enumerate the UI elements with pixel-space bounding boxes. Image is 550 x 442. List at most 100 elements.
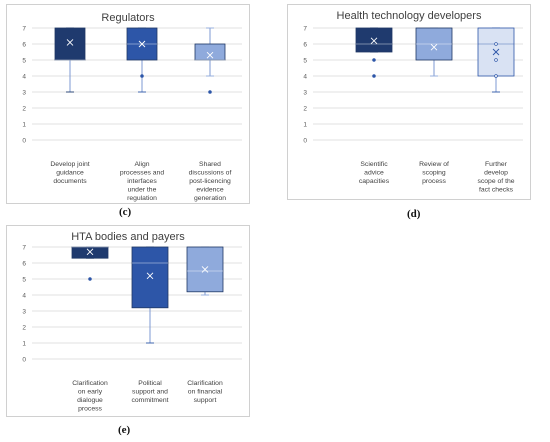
y-tick-label: 4 xyxy=(22,74,26,81)
chart-hta-bodies-and-payers: HTA bodies and payers 0 1 2 3 4 5 6 7 Clarificati… xyxy=(6,225,250,417)
y-tick-label: 6 xyxy=(303,42,307,49)
mean-marker xyxy=(370,37,378,45)
y-tick-label: 3 xyxy=(22,90,26,97)
outlier-point xyxy=(494,74,498,78)
category-label-line: fact checks xyxy=(479,187,514,194)
mean-marker xyxy=(146,272,154,280)
box xyxy=(131,246,169,309)
y-tick-label: 5 xyxy=(22,58,26,65)
chart-title: Health technology developers xyxy=(337,10,482,22)
category-label-line: support xyxy=(194,397,217,404)
category-label-line: Develop joint xyxy=(50,161,89,168)
category-label-line: under the xyxy=(128,187,157,194)
y-tick-label: 1 xyxy=(303,122,307,129)
category-label-line: Clarification xyxy=(187,380,223,387)
category-label-line: Review of xyxy=(419,161,449,168)
y-tick-label: 1 xyxy=(22,122,26,129)
category-label-line: capacities xyxy=(359,178,390,185)
category-label-line: scoping xyxy=(422,170,446,177)
y-tick-label: 4 xyxy=(303,74,307,81)
chart-title: Regulators xyxy=(101,12,155,24)
category-label-line: on financial xyxy=(188,389,223,396)
outlier-point xyxy=(140,74,144,78)
category-label: Shared discussions of post-licencing eviden… xyxy=(189,161,232,202)
panel-label-e: (e) xyxy=(118,424,131,436)
chart-panel-hta-bodies-and-payers: HTA bodies and payers 0 1 2 3 4 5 6 7 Clarificati… xyxy=(6,225,250,417)
category-label-line: processes and xyxy=(120,170,164,177)
category-label-line: Shared xyxy=(199,161,221,168)
y-tick-label: 3 xyxy=(303,90,307,97)
mean-marker xyxy=(201,266,209,273)
mean-marker xyxy=(430,43,438,51)
category-label-line: scope of the xyxy=(477,178,514,185)
outlier-point xyxy=(494,42,498,46)
y-tick-label: 3 xyxy=(22,309,26,316)
category-label-line: regulation xyxy=(127,195,157,202)
category-label: Review of scoping process xyxy=(419,161,449,185)
panel-label-c: (c) xyxy=(119,206,132,218)
category-label-line: process xyxy=(422,178,446,185)
category-label-line: commitment xyxy=(131,397,168,404)
y-tick-label: 2 xyxy=(22,106,26,113)
chart-panel-regulators: Regulators 0 1 2 3 4 5 6 7 Develop joint guidance d… xyxy=(6,4,250,204)
panel-label-d: (d) xyxy=(407,208,421,220)
y-tick-label: 5 xyxy=(303,58,307,65)
category-label-line: evidence xyxy=(196,187,223,194)
box xyxy=(194,43,226,61)
y-tick-label: 7 xyxy=(22,245,26,252)
category-label-line: Scientific xyxy=(360,161,388,168)
y-tick-label: 6 xyxy=(22,42,26,49)
category-label-line: dialogue xyxy=(77,397,103,404)
category-label-line: guidance xyxy=(56,170,84,177)
box xyxy=(54,27,86,61)
category-label-line: on early xyxy=(78,389,103,396)
chart-health-technology-developers: Health technology developers 0 1 2 3 4 5 6 7 Scie… xyxy=(287,4,531,200)
mean-marker xyxy=(206,51,214,59)
category-label-line: post-licencing xyxy=(189,178,231,185)
category-label-line: discussions of xyxy=(189,170,232,177)
category-label-line: Clarification xyxy=(72,380,108,387)
category-label-line: generation xyxy=(194,195,226,202)
category-label: Further develop scope of the fact checks xyxy=(477,161,514,194)
category-label-line: Align xyxy=(134,161,149,168)
category-label: Clarification on early dialogue process xyxy=(72,380,108,413)
y-tick-label: 2 xyxy=(303,106,307,113)
category-label-line: develop xyxy=(484,170,508,177)
y-tick-label: 0 xyxy=(22,357,26,364)
mean-marker xyxy=(66,39,74,46)
category-label-line: process xyxy=(78,406,102,413)
y-tick-label: 7 xyxy=(22,26,26,33)
outlier-point xyxy=(494,58,498,62)
outlier-point xyxy=(372,58,376,62)
category-label-line: documents xyxy=(53,178,87,185)
box xyxy=(355,27,393,53)
chart-title: HTA bodies and payers xyxy=(71,231,185,243)
y-tick-label: 5 xyxy=(22,277,26,284)
mean-marker xyxy=(492,48,500,56)
category-label: Scientific advice capacities xyxy=(359,161,390,185)
y-tick-label: 0 xyxy=(22,138,26,145)
category-label: Develop joint guidance documents xyxy=(50,161,89,185)
category-label: Align processes and interfaces under the reg… xyxy=(120,161,164,202)
y-tick-label: 6 xyxy=(22,261,26,268)
outlier-point xyxy=(372,74,376,78)
box xyxy=(71,246,109,259)
category-label-line: Further xyxy=(485,161,508,168)
y-tick-label: 4 xyxy=(22,293,26,300)
category-label-line: support and xyxy=(132,389,168,396)
outlier-point xyxy=(88,277,92,281)
mean-marker xyxy=(86,248,94,256)
category-label-line: Political xyxy=(138,380,162,387)
category-label: Political support and commitment xyxy=(131,380,168,404)
y-tick-label: 0 xyxy=(303,138,307,145)
category-label: Clarification on financial support xyxy=(187,380,223,404)
y-tick-label: 7 xyxy=(303,26,307,33)
y-tick-label: 2 xyxy=(22,325,26,332)
mean-marker xyxy=(138,40,146,48)
chart-panel-health-technology-developers: Health technology developers 0 1 2 3 4 5 6 7 Scie… xyxy=(287,4,531,200)
category-label-line: advice xyxy=(364,170,384,177)
category-label-line: interfaces xyxy=(127,178,157,185)
y-tick-label: 1 xyxy=(22,341,26,348)
outlier-point xyxy=(208,90,212,94)
